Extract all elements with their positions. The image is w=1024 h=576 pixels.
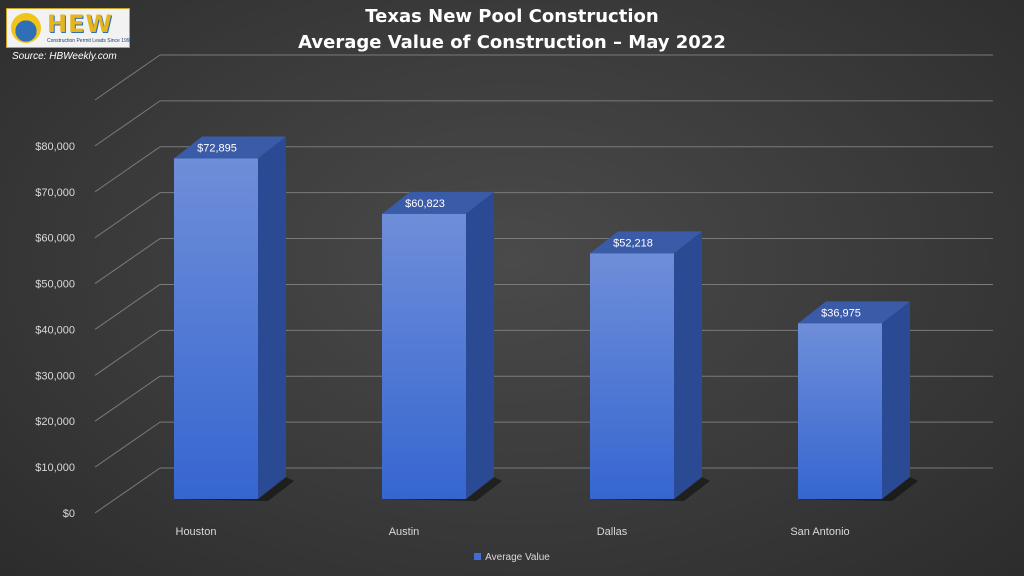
gridline-depth: [94, 467, 161, 514]
sunburst-icon: [11, 13, 41, 43]
chart-title: Texas New Pool Construction: [365, 6, 659, 27]
legend: Average Value: [0, 552, 1024, 563]
gridline-depth: [94, 421, 161, 468]
logo-mark: HEW: [47, 10, 113, 38]
gridline-depth: [94, 329, 161, 376]
y-tick-label: $20,000: [35, 416, 75, 428]
bars: [170, 136, 918, 501]
gridline-depth: [94, 146, 161, 193]
bar: [590, 253, 674, 499]
y-tick-label: $30,000: [35, 370, 75, 382]
bar-side: [258, 136, 286, 499]
gridline-depth: [94, 192, 161, 239]
gridline-depth: [94, 238, 161, 284]
x-tick-label: Dallas: [597, 526, 628, 538]
y-tick-label: $60,000: [35, 233, 75, 245]
legend-label: Average Value: [485, 552, 550, 563]
y-tick-label: $70,000: [35, 187, 75, 199]
x-tick-label: Austin: [389, 526, 420, 538]
bar: [174, 158, 258, 499]
gridline-depth: [94, 54, 161, 101]
bar-top: [590, 231, 702, 254]
source-note: Source: HBWeekly.com: [12, 51, 117, 62]
data-label: $60,823: [405, 198, 445, 210]
bar-top: [798, 301, 910, 324]
bar-side: [882, 301, 910, 499]
gridline-depth: [94, 100, 161, 147]
gridline-depth: [94, 375, 161, 422]
legend-swatch: [474, 553, 482, 560]
hbw-logo: HEW Construction Permit Leads Since 1996: [6, 8, 133, 48]
chart-title-block: Texas New Pool Construction Average Valu…: [0, 4, 1024, 56]
bar: [382, 213, 466, 499]
chart-subtitle: Average Value of Construction – May 2022: [298, 32, 726, 53]
y-tick-label: $0: [63, 508, 75, 520]
gridline-depth: [94, 284, 161, 330]
y-tick-label: $40,000: [35, 324, 75, 336]
data-label: $36,975: [821, 307, 861, 319]
y-tick-label: $10,000: [35, 462, 75, 474]
x-tick-label: San Antonio: [790, 526, 849, 538]
bar-top: [174, 136, 286, 159]
bar: [798, 323, 882, 499]
x-axis: Houston Austin Dallas San Antonio: [176, 526, 850, 538]
data-label: $72,895: [197, 142, 237, 154]
bar-side: [674, 231, 702, 500]
y-axis: $0 $10,000 $20,000 $30,000 $40,000 $50,000 $60…: [35, 141, 75, 520]
logo-tagline: Construction Permit Leads Since 1996: [47, 38, 133, 44]
y-tick-label: $50,000: [35, 279, 75, 291]
data-label: $52,218: [613, 237, 653, 249]
y-tick-label: $80,000: [35, 141, 75, 153]
data-labels: $72,895 $60,823 $52,218 $36,975: [197, 142, 861, 319]
x-tick-label: Houston: [176, 526, 217, 538]
bar-side: [466, 191, 494, 499]
bar-top: [382, 191, 494, 214]
